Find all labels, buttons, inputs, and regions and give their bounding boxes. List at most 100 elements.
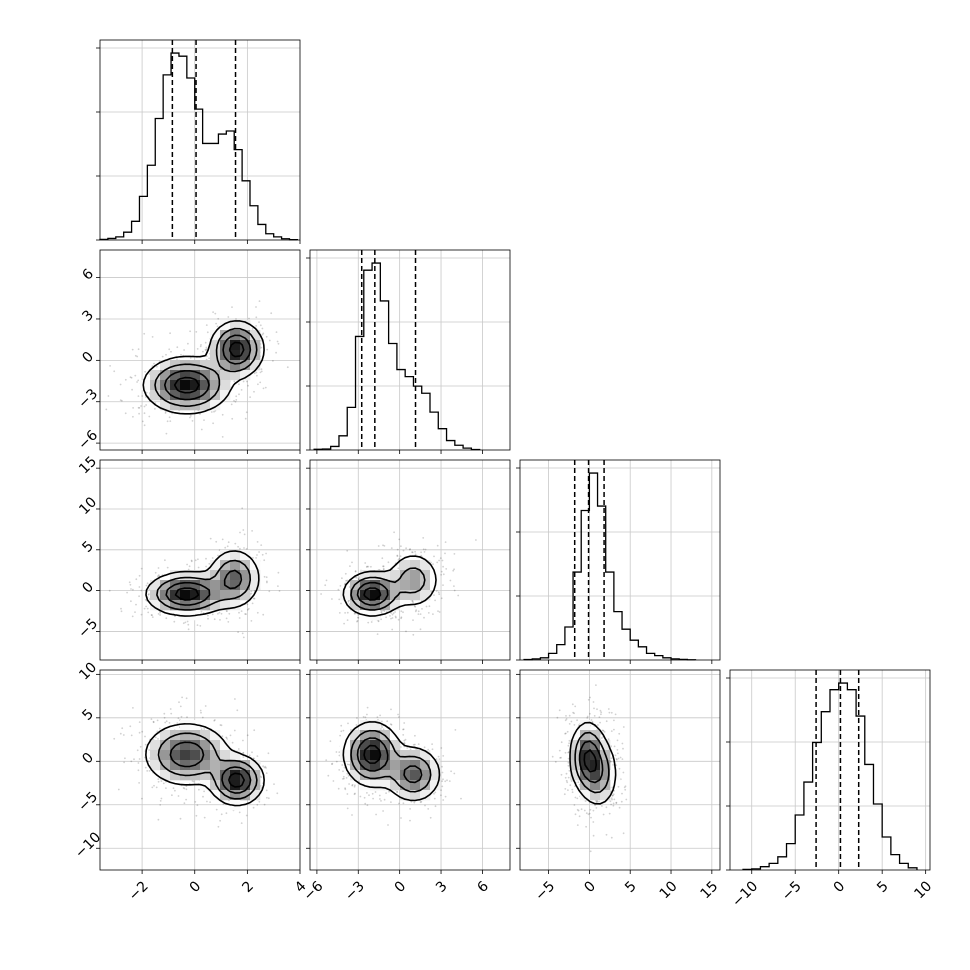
scatter-point bbox=[343, 766, 346, 769]
scatter-point bbox=[168, 416, 171, 419]
scatter-point bbox=[255, 306, 257, 308]
density-cell bbox=[250, 780, 261, 791]
scatter-point bbox=[258, 300, 261, 302]
scatter-point bbox=[607, 708, 610, 710]
scatter-point bbox=[117, 788, 120, 791]
scatter-point bbox=[141, 420, 144, 423]
scatter-point bbox=[611, 798, 613, 801]
scatter-point bbox=[212, 422, 215, 425]
scatter-point bbox=[564, 788, 567, 790]
density-cell bbox=[190, 570, 201, 581]
panel-border bbox=[99, 669, 301, 871]
scatter-point bbox=[623, 786, 626, 789]
scatter-point bbox=[398, 716, 400, 718]
density-cell bbox=[350, 730, 361, 741]
density-cell bbox=[420, 760, 431, 771]
scatter-point bbox=[409, 748, 412, 751]
scatter-point bbox=[429, 816, 432, 819]
scatter-point bbox=[580, 808, 583, 811]
scatter-point bbox=[163, 712, 166, 715]
scatter-point bbox=[147, 611, 150, 614]
scatter-point bbox=[605, 806, 608, 809]
scatter-point bbox=[354, 784, 356, 787]
scatter-point bbox=[573, 712, 575, 715]
scatter-point bbox=[219, 819, 222, 822]
density-cell bbox=[210, 590, 221, 601]
x-tick-label: −10 bbox=[729, 878, 761, 910]
scatter-point bbox=[442, 778, 444, 781]
scatter-point bbox=[377, 620, 380, 623]
scatter-point bbox=[327, 774, 330, 777]
scatter-point bbox=[616, 758, 618, 761]
scatter-point bbox=[213, 618, 216, 621]
scatter-point bbox=[391, 628, 394, 631]
scatter-point bbox=[419, 628, 422, 631]
x-tick-label: 5 bbox=[874, 878, 892, 896]
density-cell bbox=[410, 790, 421, 801]
scatter-point bbox=[165, 617, 168, 620]
scatter-point bbox=[200, 728, 203, 731]
scatter-point bbox=[335, 751, 338, 753]
scatter-point bbox=[208, 357, 211, 360]
x-tick-label: 0 bbox=[392, 878, 410, 896]
scatter-point bbox=[431, 748, 434, 751]
scatter-point bbox=[379, 798, 381, 800]
scatter-point bbox=[203, 419, 205, 421]
density-cell bbox=[200, 590, 211, 601]
scatter-point bbox=[403, 722, 406, 724]
density-cell bbox=[230, 760, 241, 771]
scatter-point bbox=[186, 620, 189, 623]
density-cell bbox=[360, 720, 371, 731]
scatter-point bbox=[558, 749, 561, 752]
scatter-point bbox=[625, 798, 628, 801]
density-cell bbox=[210, 340, 221, 351]
scatter-point bbox=[433, 594, 435, 596]
y-tick-label: 0 bbox=[79, 579, 97, 597]
scatter-point bbox=[344, 572, 347, 575]
scatter-point bbox=[378, 794, 381, 797]
scatter-point bbox=[387, 561, 390, 564]
density-cell bbox=[240, 590, 251, 601]
scatter-point bbox=[427, 808, 430, 810]
scatter-point bbox=[199, 345, 202, 348]
scatter-point bbox=[619, 756, 622, 759]
scatter-point bbox=[395, 616, 397, 619]
scatter-point bbox=[286, 366, 289, 369]
scatter-point bbox=[400, 610, 403, 613]
scatter-point bbox=[242, 751, 245, 754]
density-cell bbox=[400, 590, 411, 601]
scatter-point bbox=[165, 787, 167, 789]
scatter-point bbox=[186, 563, 189, 566]
scatter-point bbox=[566, 730, 569, 733]
scatter-point bbox=[128, 581, 131, 584]
scatter-point bbox=[385, 616, 387, 619]
scatter-point bbox=[567, 744, 570, 747]
density-cell bbox=[180, 360, 191, 371]
density-cell bbox=[190, 730, 201, 741]
scatter-point bbox=[380, 800, 382, 802]
scatter-point bbox=[130, 734, 133, 737]
scatter-point bbox=[356, 620, 358, 623]
density-cell bbox=[390, 590, 401, 601]
scatter-point bbox=[259, 371, 262, 374]
scatter-point bbox=[124, 378, 127, 381]
density-cell bbox=[580, 790, 591, 801]
density-cell bbox=[220, 330, 231, 341]
scatter-point bbox=[342, 775, 345, 778]
scatter-point bbox=[591, 721, 594, 723]
scatter-point bbox=[620, 800, 623, 803]
scatter-point bbox=[441, 771, 444, 774]
scatter-point bbox=[140, 589, 143, 592]
scatter-point bbox=[140, 405, 142, 407]
density-cell bbox=[360, 730, 371, 741]
density-cell bbox=[230, 780, 241, 791]
scatter-point bbox=[433, 555, 435, 558]
scatter-point bbox=[599, 709, 602, 712]
density-cell bbox=[350, 600, 361, 611]
scatter-point bbox=[132, 707, 134, 709]
density-cell bbox=[380, 580, 391, 591]
scatter-point bbox=[224, 546, 227, 549]
scatter-point bbox=[589, 850, 592, 853]
scatter-point bbox=[598, 716, 601, 718]
scatter-point bbox=[145, 391, 148, 394]
